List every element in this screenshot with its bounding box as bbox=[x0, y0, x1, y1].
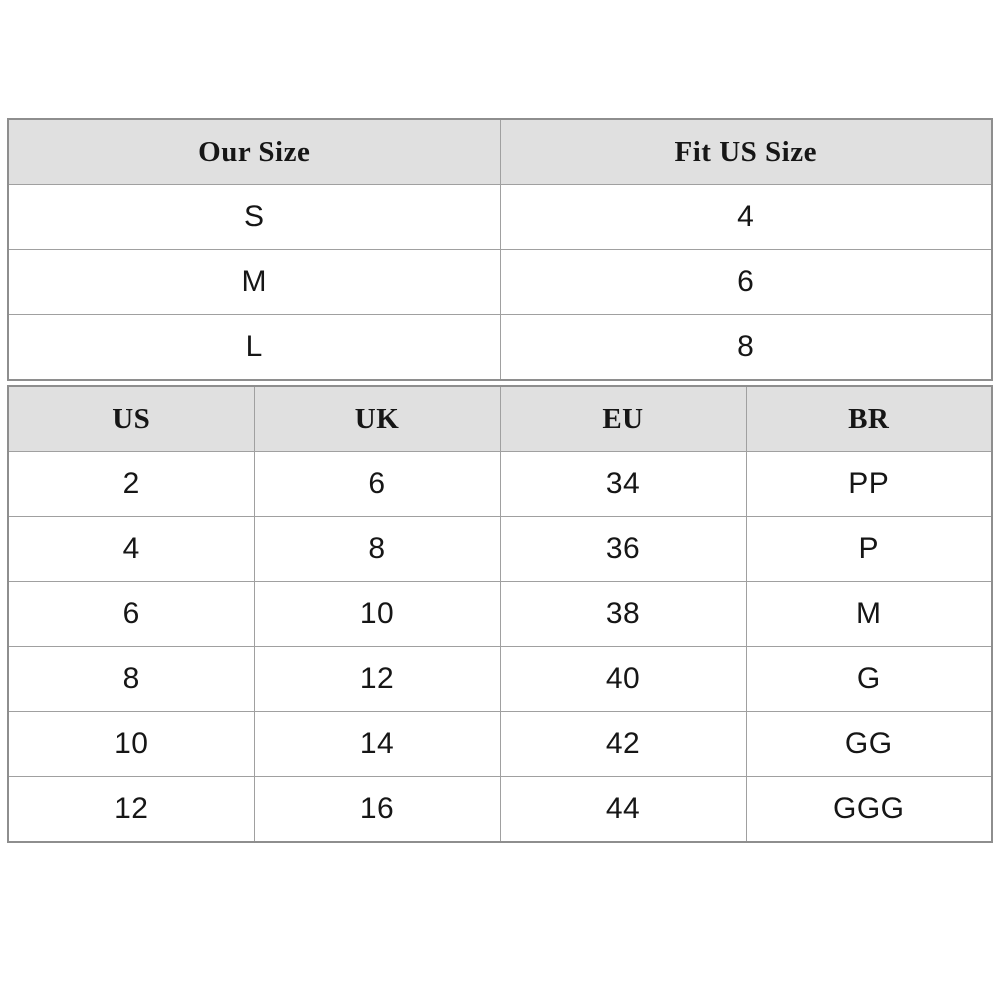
table-cell-eu: 38 bbox=[499, 581, 747, 647]
table-cell-us: 12 bbox=[7, 776, 255, 843]
table-cell-br: GG bbox=[745, 711, 993, 777]
international-size-table: US UK EU BR 2 6 34 PP 4 8 36 P 6 10 bbox=[7, 385, 993, 843]
table-row: S 4 bbox=[7, 184, 993, 250]
table-cell-uk: 16 bbox=[253, 776, 501, 843]
table-cell-uk: 12 bbox=[253, 646, 501, 712]
header-cell-uk: UK bbox=[253, 385, 501, 452]
table-cell-uk: 6 bbox=[253, 451, 501, 517]
table-header-row: US UK EU BR bbox=[7, 385, 993, 452]
table-row: 12 16 44 GGG bbox=[7, 776, 993, 843]
table-cell-br: PP bbox=[745, 451, 993, 517]
table-cell-uk: 14 bbox=[253, 711, 501, 777]
table-cell-br: M bbox=[745, 581, 993, 647]
table-cell-fit-us-size: 4 bbox=[499, 184, 993, 250]
table-cell-us: 10 bbox=[7, 711, 255, 777]
header-cell-fit-us-size: Fit US Size bbox=[499, 118, 993, 185]
table-cell-br: P bbox=[745, 516, 993, 582]
table-cell-us: 8 bbox=[7, 646, 255, 712]
header-cell-our-size: Our Size bbox=[7, 118, 501, 185]
table-cell-uk: 8 bbox=[253, 516, 501, 582]
table-row: M 6 bbox=[7, 249, 993, 315]
table-cell-our-size: M bbox=[7, 249, 501, 315]
table-cell-fit-us-size: 6 bbox=[499, 249, 993, 315]
table-cell-us: 4 bbox=[7, 516, 255, 582]
table-cell-br: G bbox=[745, 646, 993, 712]
table-cell-eu: 36 bbox=[499, 516, 747, 582]
table-row: 8 12 40 G bbox=[7, 646, 993, 712]
table-header-row: Our Size Fit US Size bbox=[7, 118, 993, 185]
table-row: 4 8 36 P bbox=[7, 516, 993, 582]
table-cell-our-size: L bbox=[7, 314, 501, 381]
table-cell-eu: 40 bbox=[499, 646, 747, 712]
table-row: L 8 bbox=[7, 314, 993, 381]
table-cell-us: 6 bbox=[7, 581, 255, 647]
header-cell-br: BR bbox=[745, 385, 993, 452]
table-cell-br: GGG bbox=[745, 776, 993, 843]
table-row: 6 10 38 M bbox=[7, 581, 993, 647]
table-cell-eu: 44 bbox=[499, 776, 747, 843]
table-row: 10 14 42 GG bbox=[7, 711, 993, 777]
table-cell-our-size: S bbox=[7, 184, 501, 250]
table-cell-uk: 10 bbox=[253, 581, 501, 647]
header-cell-us: US bbox=[7, 385, 255, 452]
table-cell-eu: 42 bbox=[499, 711, 747, 777]
table-cell-eu: 34 bbox=[499, 451, 747, 517]
table-cell-fit-us-size: 8 bbox=[499, 314, 993, 381]
our-size-conversion-table: Our Size Fit US Size S 4 M 6 L 8 bbox=[7, 118, 993, 381]
table-row: 2 6 34 PP bbox=[7, 451, 993, 517]
table-cell-us: 2 bbox=[7, 451, 255, 517]
header-cell-eu: EU bbox=[499, 385, 747, 452]
